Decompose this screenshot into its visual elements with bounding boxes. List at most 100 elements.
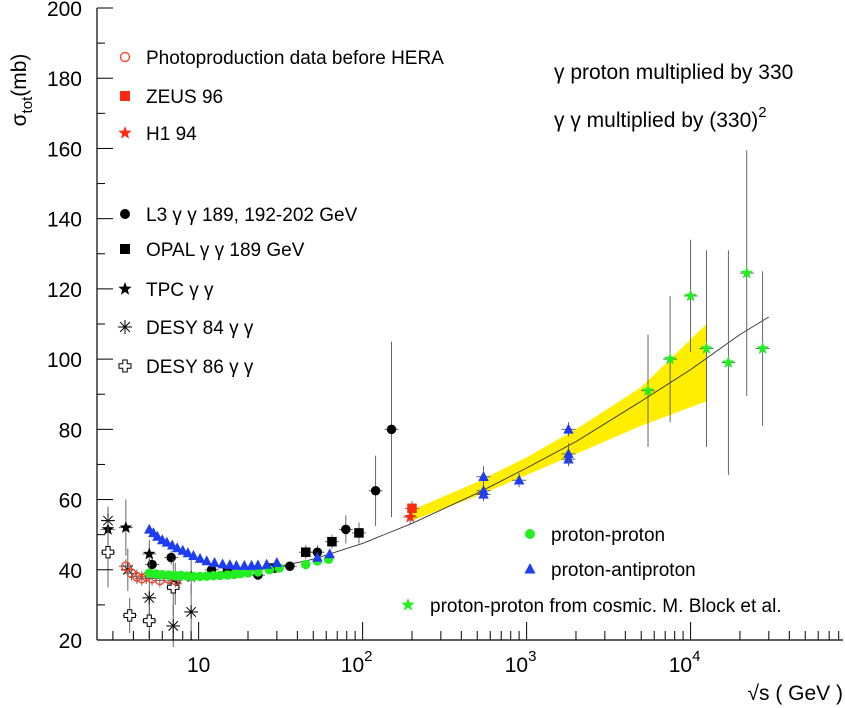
data-point [407, 503, 417, 514]
data-point [123, 609, 136, 622]
legend-item-left: ZEUS 96 [120, 87, 223, 108]
data-point [261, 558, 272, 569]
series-square-6 [404, 501, 419, 516]
data-point [740, 266, 754, 279]
data-point [243, 568, 253, 578]
legend-symbol [525, 529, 535, 539]
legend-label: ZEUS 96 [146, 87, 223, 108]
data-point [119, 521, 133, 533]
data-point [301, 559, 311, 570]
y-tick-label: 60 [59, 490, 82, 513]
legend-item-left: OPAL γ γ 189 GeV [120, 240, 305, 261]
legend-label: proton-proton from cosmic. M. Block et a… [430, 596, 782, 617]
legend-label: Photoproduction data before HERA [146, 48, 444, 69]
y-tick-label: 180 [47, 68, 82, 91]
data-point [663, 352, 677, 365]
y-tick-label: 100 [47, 349, 82, 372]
legend-item-left: DESY 86 γ γ [118, 357, 254, 378]
data-point [354, 528, 364, 538]
annotation: γ γ multiplied by (330)2 [554, 104, 767, 132]
data-point [684, 289, 697, 302]
legend-label: DESY 86 γ γ [146, 357, 254, 378]
legend-item-right: proton-proton [525, 525, 665, 546]
annotation-layer: γ proton multiplied by 330 γ γ multiplied… [554, 61, 793, 132]
data-point [101, 546, 115, 559]
data-point [224, 559, 236, 570]
data-point [756, 341, 769, 354]
series-star-10 [641, 150, 770, 475]
data-point [142, 547, 156, 560]
legend-item-left: H1 94 [118, 124, 197, 145]
data-point [152, 530, 163, 541]
data-point [386, 424, 397, 435]
data-point [563, 448, 574, 459]
data-point [143, 614, 156, 627]
x-axis-label: √s ( GeV ) [747, 682, 843, 705]
data-point [239, 559, 250, 570]
data-point [324, 548, 335, 559]
data-point [285, 561, 295, 572]
legend-label: DESY 84 γ γ [146, 318, 254, 339]
y-axis-label: σtot(mb) [8, 54, 36, 127]
data-point [478, 471, 489, 482]
legend-label: TPC γ γ [146, 280, 214, 301]
data-point [478, 485, 489, 496]
legend-symbol [118, 320, 132, 334]
legend-symbol [120, 91, 130, 101]
axes-layer: 20 40 60 80 100 120 140 160 180 200 10 102 103 104 σto… [8, 0, 843, 705]
legend-symbol [524, 563, 536, 574]
data-point [722, 356, 735, 368]
data-point [171, 542, 183, 553]
data-points-layer [100, 150, 770, 648]
data-point [188, 571, 199, 582]
data-point [126, 568, 137, 579]
data-point [161, 536, 173, 547]
data-point [403, 510, 417, 523]
data-point [157, 569, 168, 580]
data-point [182, 547, 194, 558]
legend-item-left: L3 γ γ 189, 192-202 GeV [120, 205, 358, 226]
data-point [166, 619, 180, 633]
legend-item-right: proton-proton from cosmic. M. Block et a… [401, 596, 782, 617]
data-point [301, 547, 311, 557]
legend-symbol [120, 209, 130, 219]
data-point [194, 552, 206, 563]
uncertainty-band [412, 324, 707, 521]
legend-symbol [118, 359, 132, 373]
data-point [201, 555, 212, 566]
y-tick-label: 120 [47, 279, 82, 302]
data-point [513, 474, 525, 485]
data-point [641, 384, 655, 397]
data-point [142, 591, 156, 605]
legend-symbol [119, 51, 131, 63]
y-tick-label: 40 [59, 560, 82, 583]
y-tick-label: 160 [47, 138, 82, 161]
legend-symbol [118, 282, 132, 295]
legend-label: L3 γ γ 189, 192-202 GeV [146, 205, 358, 226]
series-triangle-9 [144, 422, 576, 570]
legend-label: OPAL γ γ 189 GeV [146, 240, 305, 261]
data-point [341, 524, 351, 535]
legend-symbol [120, 244, 130, 254]
data-point [166, 552, 176, 563]
x-tick-label: 104 [669, 648, 701, 677]
x-tick-label: 102 [341, 648, 373, 677]
legend-item-left: Photoproduction data before HERA [119, 48, 444, 69]
data-point [563, 423, 574, 434]
legend-item-left: DESY 84 γ γ [118, 318, 254, 339]
data-point [188, 550, 199, 561]
legend-label: proton-antiproton [551, 560, 696, 581]
data-point [120, 561, 131, 572]
legend-layer: Photoproduction data before HERA ZEUS 96 H… [118, 48, 782, 617]
data-point [215, 570, 225, 581]
error-band-layer [412, 324, 707, 521]
legend-item-left: TPC γ γ [118, 280, 214, 301]
data-point [327, 536, 337, 547]
legend-item-right: proton-antiproton [524, 560, 696, 581]
data-point [217, 558, 228, 569]
data-point [271, 557, 283, 568]
data-point [147, 559, 157, 570]
x-tick-label: 103 [505, 648, 537, 677]
data-point [231, 559, 242, 570]
